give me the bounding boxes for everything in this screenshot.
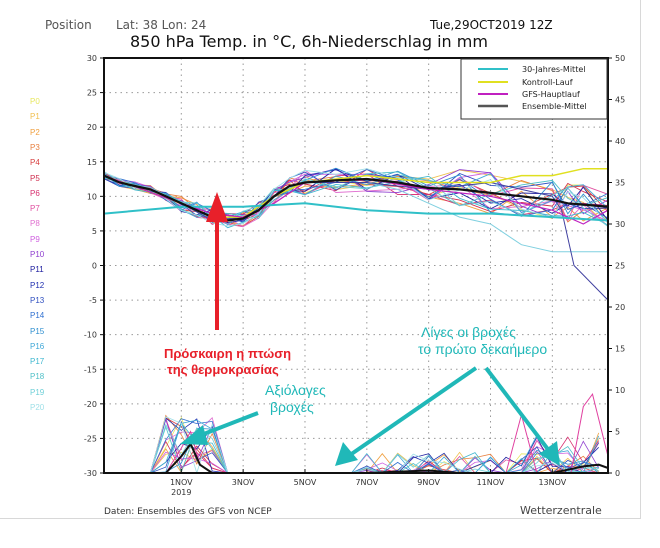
y-tick-label-right: 10 bbox=[615, 386, 625, 395]
member-label: P2 bbox=[30, 127, 40, 137]
annotation-temp-drop-line1: Πρόσκαιρη η πτώση bbox=[164, 346, 291, 361]
y-tick-label-left: -20 bbox=[84, 400, 97, 409]
legend-label-climatology: 30-Jahres-Mittel bbox=[522, 65, 585, 74]
position-label: Position bbox=[45, 18, 92, 32]
y-tick-label-left: 10 bbox=[87, 192, 97, 201]
annotation-rain-notable-line2: βροχές bbox=[270, 399, 314, 415]
member-label: P1 bbox=[30, 112, 40, 122]
legend: 30-Jahres-Mittel Kontroll-Lauf GFS-Haupt… bbox=[460, 58, 608, 120]
y-tick-label-right: 15 bbox=[615, 345, 625, 354]
annotation-temp-drop-line2: της θερμοκρασίας bbox=[167, 362, 279, 377]
y-tick-label-left: -25 bbox=[84, 434, 97, 443]
annotation-rain-notable-line1: Αξιόλογες bbox=[265, 382, 326, 398]
legend-label-operational: GFS-Hauptlauf bbox=[522, 90, 580, 99]
member-label: P16 bbox=[30, 341, 45, 351]
temp-climatology-line bbox=[103, 202, 609, 222]
rain-few-arrow-left bbox=[335, 366, 478, 466]
chart-frame bbox=[0, 0, 641, 519]
annotation-rain-few-line1: Λίγες οι βροχές bbox=[421, 324, 516, 340]
legend-label-control: Kontroll-Lauf bbox=[522, 78, 573, 87]
y-tick-label-left: 30 bbox=[87, 54, 97, 63]
member-label: P20 bbox=[30, 403, 45, 412]
y-tick-label-right: 5 bbox=[615, 428, 620, 437]
member-label: P19 bbox=[30, 387, 45, 397]
x-tick-label: 13NOV bbox=[538, 478, 566, 487]
y-tick-label-left: -15 bbox=[84, 365, 97, 374]
member-label: P0 bbox=[30, 97, 40, 106]
chart-title: 850 hPa Temp. in °C, 6h-Niederschlag in … bbox=[130, 32, 488, 51]
temp-drop-arrow bbox=[206, 192, 228, 330]
annotation-rain-few-line2: το πρώτο δεκαήμερο bbox=[418, 341, 547, 357]
plot-area-border bbox=[103, 57, 609, 474]
member-label: P6 bbox=[30, 188, 40, 198]
member-label: P11 bbox=[30, 265, 44, 275]
y-tick-label-left: 5 bbox=[92, 227, 97, 236]
y-tick-label-right: 0 bbox=[615, 469, 620, 478]
brand-name: Wetterzentrale bbox=[520, 504, 602, 517]
y-tick-label-left: 15 bbox=[87, 158, 97, 167]
member-label: P3 bbox=[30, 142, 40, 152]
y-tick-label-right: 35 bbox=[615, 179, 625, 188]
member-label: P13 bbox=[30, 295, 45, 305]
member-label: P18 bbox=[30, 372, 45, 382]
run-time: Tue,29OCT2019 12Z bbox=[429, 18, 553, 32]
y-tick-label-left: -30 bbox=[84, 469, 97, 478]
member-label: P8 bbox=[30, 219, 40, 229]
member-label: P14 bbox=[30, 311, 45, 321]
x-tick-label: 1NOV bbox=[170, 478, 193, 487]
member-label: P7 bbox=[30, 204, 40, 214]
grid-lines bbox=[104, 58, 608, 473]
temp-member-line bbox=[103, 168, 609, 227]
member-label: P15 bbox=[30, 326, 45, 336]
member-label: P17 bbox=[30, 357, 45, 367]
temp-ensemble-mean-line bbox=[103, 174, 609, 222]
member-label: P4 bbox=[30, 158, 40, 168]
rain-notable-arrow bbox=[180, 411, 259, 445]
x-tick-label: 9NOV bbox=[417, 478, 440, 487]
member-label: P10 bbox=[30, 250, 45, 259]
y-tick-label-right: 50 bbox=[615, 54, 625, 63]
data-source: Daten: Ensembles des GFS von NCEP bbox=[104, 507, 272, 517]
lat-lon: Lat: 38 Lon: 24 bbox=[116, 18, 206, 32]
member-label: P12 bbox=[30, 280, 45, 290]
x-tick-label: 7NOV bbox=[355, 478, 378, 487]
member-label: P9 bbox=[30, 234, 40, 244]
x-tick-label: 5NOV bbox=[294, 478, 317, 487]
y-tick-label-right: 45 bbox=[615, 96, 625, 105]
y-tick-label-right: 25 bbox=[615, 262, 625, 271]
y-axis-left: 30 25 20 15 10 5 0 -5 -10 -15 -20 -25 -30 bbox=[84, 54, 104, 478]
x-tick-label: 3NOV bbox=[232, 478, 255, 487]
y-tick-label-right: 30 bbox=[615, 220, 625, 229]
y-tick-label-left: 0 bbox=[92, 262, 97, 271]
y-tick-label-right: 20 bbox=[615, 303, 625, 312]
y-tick-label-left: -5 bbox=[89, 296, 97, 305]
member-label: P5 bbox=[30, 173, 40, 183]
rain-few-arrow-right bbox=[484, 366, 560, 466]
y-tick-label-left: -10 bbox=[84, 331, 97, 340]
x-tick-sublabel: 2019 bbox=[171, 488, 191, 497]
precip-member-lines bbox=[104, 414, 600, 475]
precip-ensemble-mean-line bbox=[104, 441, 609, 474]
y-tick-label-left: 25 bbox=[87, 89, 97, 98]
x-tick-label: 11NOV bbox=[477, 478, 505, 487]
legend-label-ensemble-mean: Ensemble-Mittel bbox=[522, 102, 587, 111]
temp-outlier-cold-line bbox=[103, 175, 609, 301]
y-tick-label-left: 20 bbox=[87, 123, 97, 132]
y-tick-label-right: 40 bbox=[615, 137, 625, 146]
